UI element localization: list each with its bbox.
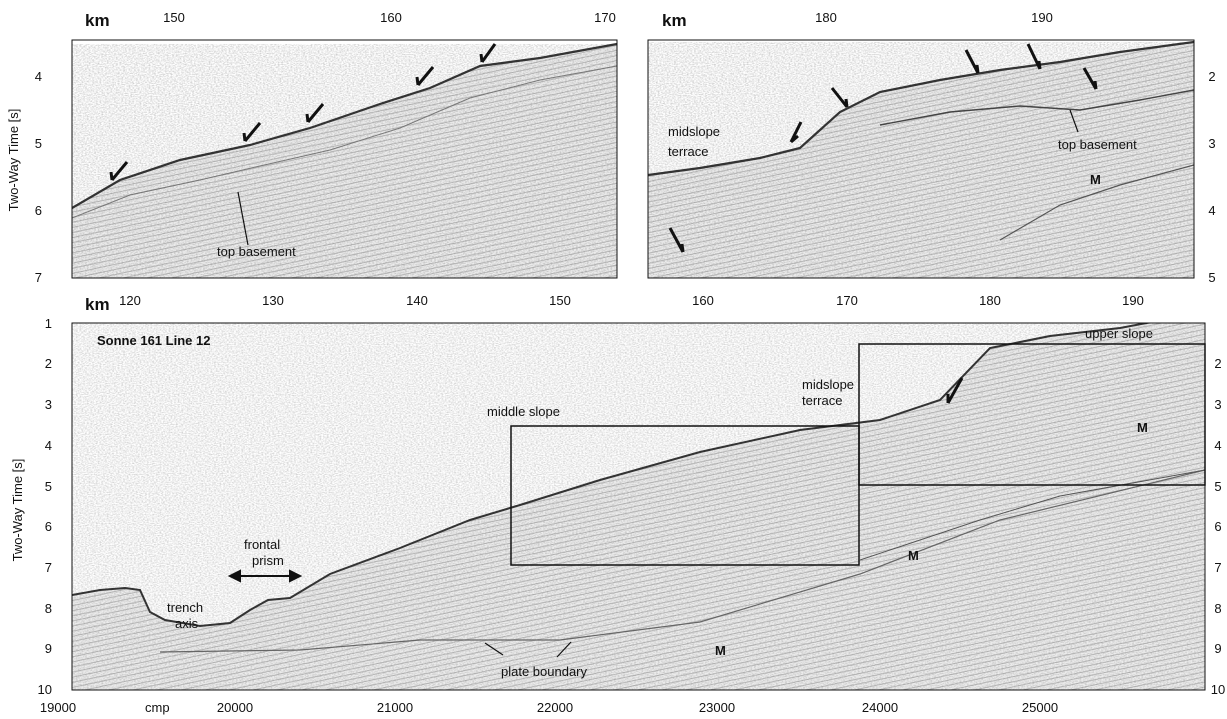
leader-line xyxy=(484,642,504,656)
time-tick-4: 4 xyxy=(35,69,42,84)
time-tick-7: 7 xyxy=(35,270,42,285)
cmp-tick-22000: 22000 xyxy=(537,700,573,715)
arrow-marker-bottom xyxy=(946,377,964,404)
multiple-label-3: M xyxy=(715,643,726,658)
km-tick-160b: 160 xyxy=(692,293,714,308)
top-basement-label-right: top basement xyxy=(1058,137,1137,152)
time-tick-right-9: 9 xyxy=(1214,641,1221,656)
cmp-axis-label: cmp xyxy=(145,700,170,715)
frame-top-left xyxy=(71,39,618,279)
time-tick-4b: 4 xyxy=(45,438,52,453)
time-tick-right-8: 8 xyxy=(1214,601,1221,616)
arrow-markers-top-right xyxy=(668,43,1098,253)
plate-boundary-label: plate boundary xyxy=(501,664,588,679)
time-tick-right-4b: 4 xyxy=(1214,438,1221,453)
axis-label: axis xyxy=(175,616,199,631)
leader-line xyxy=(556,641,572,658)
km-label-bottom: km xyxy=(85,295,110,314)
cmp-tick-19000: 19000 xyxy=(40,700,76,715)
multiple-label-2: M xyxy=(908,548,919,563)
seismic-image-bottom xyxy=(72,323,1205,690)
time-tick-5: 5 xyxy=(35,136,42,151)
time-tick-9: 9 xyxy=(45,641,52,656)
panel-top-right: km 180 190 2 3 4 5 midslope terrace top … xyxy=(647,10,1216,285)
leader-line xyxy=(237,191,249,246)
cmp-tick-21000: 21000 xyxy=(377,700,413,715)
time-tick-right-3b: 3 xyxy=(1214,397,1221,412)
frontal-prism-width-arrow xyxy=(227,569,303,583)
time-tick-8: 8 xyxy=(45,601,52,616)
frontal-label: frontal xyxy=(244,537,280,552)
time-tick-right-10: 10 xyxy=(1211,682,1225,697)
time-tick-6: 6 xyxy=(35,203,42,218)
time-tick-7b: 7 xyxy=(45,560,52,575)
km-label-top-right: km xyxy=(662,11,687,30)
cmp-tick-25000: 25000 xyxy=(1022,700,1058,715)
midslope-label-bottom: midslope xyxy=(802,377,854,392)
terrace-label: terrace xyxy=(668,144,708,159)
km-tick-120: 120 xyxy=(119,293,141,308)
km-tick-150b: 150 xyxy=(549,293,571,308)
multiple-label-top: M xyxy=(1090,172,1101,187)
km-tick-170b: 170 xyxy=(836,293,858,308)
top-basement-label-left: top basement xyxy=(217,244,296,259)
km-tick-150: 150 xyxy=(163,10,185,25)
km-tick-190b: 190 xyxy=(1122,293,1144,308)
frame-top-right xyxy=(647,39,1195,279)
time-tick-right-2b: 2 xyxy=(1214,356,1221,371)
time-tick-right-7: 7 xyxy=(1214,560,1221,575)
time-tick-right-5: 5 xyxy=(1208,270,1215,285)
panel-top-left: km 150 160 170 4 5 6 7 Two-Way Time [s] … xyxy=(6,10,618,285)
seismic-image-top-right xyxy=(648,40,1194,278)
arrow-markers-top-left xyxy=(109,43,497,181)
panel-bottom: km 120 130 140 150 160 170 180 190 1 2 3… xyxy=(10,293,1225,715)
time-tick-5b: 5 xyxy=(45,479,52,494)
km-tick-190: 190 xyxy=(1031,10,1053,25)
upper-slope-label: upper slope xyxy=(1085,326,1153,341)
y-axis-title-bottom: Two-Way Time [s] xyxy=(10,459,25,562)
middle-slope-label: middle slope xyxy=(487,404,560,419)
km-tick-140: 140 xyxy=(406,293,428,308)
time-tick-2: 2 xyxy=(45,356,52,371)
km-tick-180b: 180 xyxy=(979,293,1001,308)
time-tick-6b: 6 xyxy=(45,519,52,534)
time-tick-3: 3 xyxy=(45,397,52,412)
km-label-top-left: km xyxy=(85,11,110,30)
km-tick-180: 180 xyxy=(815,10,837,25)
frame-bottom xyxy=(71,322,1206,691)
km-tick-170: 170 xyxy=(594,10,616,25)
multiple-label-1: M xyxy=(1137,420,1148,435)
km-tick-160: 160 xyxy=(380,10,402,25)
upper-slope-detail-box xyxy=(858,343,1206,486)
prism-label: prism xyxy=(252,553,284,568)
time-tick-right-6: 6 xyxy=(1214,519,1221,534)
seismic-image-top-left xyxy=(72,42,617,278)
midslope-label: midslope xyxy=(668,124,720,139)
middle-slope-detail-box xyxy=(510,425,860,566)
time-tick-right-3: 3 xyxy=(1208,136,1215,151)
km-tick-130: 130 xyxy=(262,293,284,308)
trench-label: trench xyxy=(167,600,203,615)
cmp-tick-23000: 23000 xyxy=(699,700,735,715)
terrace-label-bottom: terrace xyxy=(802,393,842,408)
time-tick-right-5b: 5 xyxy=(1214,479,1221,494)
leader-line xyxy=(1069,109,1079,133)
y-axis-title-top: Two-Way Time [s] xyxy=(6,109,21,212)
time-tick-right-2: 2 xyxy=(1208,69,1215,84)
profile-title: Sonne 161 Line 12 xyxy=(97,333,210,348)
time-tick-right-4: 4 xyxy=(1208,203,1215,218)
cmp-tick-24000: 24000 xyxy=(862,700,898,715)
cmp-tick-20000: 20000 xyxy=(217,700,253,715)
time-tick-1: 1 xyxy=(45,316,52,331)
time-tick-10: 10 xyxy=(38,682,52,697)
